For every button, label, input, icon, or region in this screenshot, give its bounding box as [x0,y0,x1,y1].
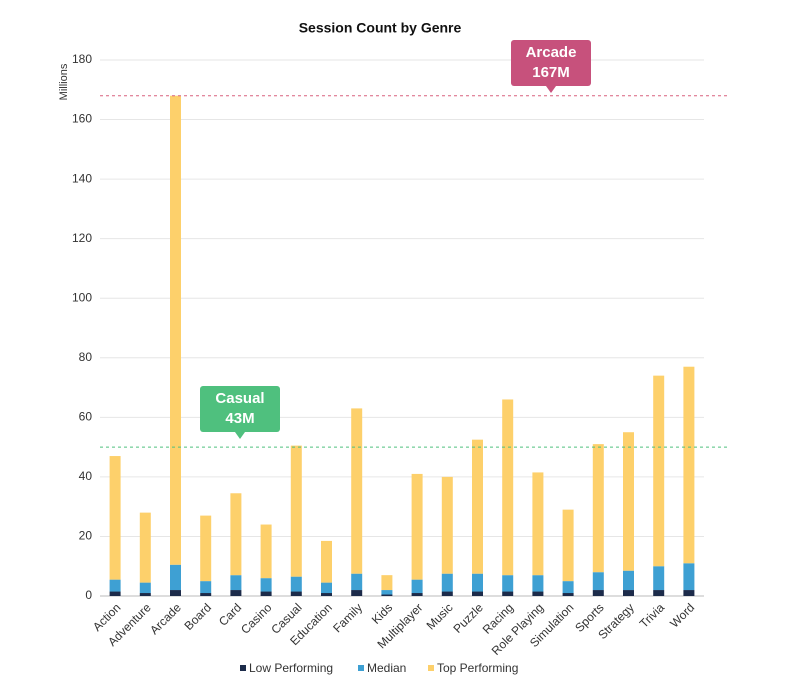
bar-segment [290,445,302,577]
bar-segment [381,575,393,591]
bar-segment [260,578,272,592]
bar-segment [260,591,272,596]
bar-segment [321,582,332,594]
bar-segment [562,581,574,594]
bar-segment [200,593,212,596]
y-tick-label: 100 [72,290,92,304]
bar-segment [592,572,604,591]
legend-label: Low Performing [249,661,333,675]
bar-segment [623,590,634,596]
y-tick-label: 0 [85,588,92,602]
bar-segment [532,575,544,592]
x-tick-label: Family [330,600,365,635]
y-tick-label: 180 [72,52,92,66]
bar-segment [170,95,181,565]
y-axis-label: Millions [58,63,70,100]
bar-segment [230,590,242,596]
bar-segment [381,594,393,596]
y-tick-label: 160 [72,112,92,126]
bar-segment [592,590,604,596]
bar-segment [653,375,665,567]
annotation-text: 167M [532,64,570,81]
x-tick-label: Casino [238,600,275,637]
bar-segment [230,493,242,576]
bar-segment [502,575,514,592]
bar-segment [351,573,363,591]
bar-segment [653,566,665,591]
bar-segment [411,579,423,594]
y-tick-label: 120 [72,231,92,245]
bar-segment [290,576,302,592]
bar-segment [623,570,634,591]
bar-segment [109,456,121,580]
bar-segment [502,591,514,596]
bar-segment [562,593,574,596]
y-tick-label: 80 [79,350,93,364]
bar-segment [441,573,453,592]
y-tick-label: 20 [79,529,93,543]
chart-title: Session Count by Genre [299,20,462,36]
x-tick-label: Word [667,600,697,630]
x-tick-label: Trivia [637,600,668,631]
bar-segment [321,593,332,596]
bar-segment [170,590,181,596]
bar-segment [321,540,332,583]
bar-segment [472,573,483,592]
bar-segment [441,476,453,574]
annotation-box [511,40,591,86]
annotation-text: 43M [225,410,254,427]
legend-label: Top Performing [437,661,518,675]
legend-swatch [240,665,246,671]
annotation-pointer [546,86,556,93]
bar-segment [260,524,272,579]
x-tick-label: Arcade [147,600,184,637]
bar-segment [290,591,302,596]
y-tick-label: 40 [79,469,93,483]
bar-segment [683,590,695,596]
x-tick-label: Puzzle [450,600,486,636]
bar-segment [532,472,544,576]
x-tick-label: Music [424,600,456,632]
bar-segment [683,563,695,591]
bar-segment [139,582,151,594]
bar-segment [109,579,121,592]
bar-segment [170,564,181,591]
annotation-box [200,386,280,432]
bar-segment [200,581,212,594]
bar-segment [472,591,483,596]
y-tick-label: 140 [72,171,92,185]
bar-segment [351,408,363,574]
bar-segment [653,590,665,596]
annotation-text: Arcade [526,44,577,61]
bar-segment [441,591,453,596]
bar-segment [139,512,151,583]
x-tick-label: Board [182,600,215,633]
bar-segment [592,444,604,573]
y-tick-label: 60 [79,410,93,424]
bar-segment [381,590,393,595]
bar-segment [139,593,151,596]
annotation-text: Casual [215,390,264,407]
bar-segment [502,399,514,576]
legend-label: Median [367,661,406,675]
bar-segment [411,473,423,580]
annotation-pointer [235,432,245,439]
bar-segment [472,439,483,574]
bar-segment [562,509,574,582]
bar-segment [200,515,212,582]
bar-segment [109,591,121,596]
bar-segment [351,590,363,596]
bar-segment [411,593,423,596]
x-tick-label: Kids [369,600,395,626]
bar-segment [230,575,242,591]
bar-segment [623,432,634,571]
bar-segment [683,366,695,564]
legend-swatch [358,665,364,671]
bar-segment [532,591,544,596]
legend-swatch [428,665,434,671]
